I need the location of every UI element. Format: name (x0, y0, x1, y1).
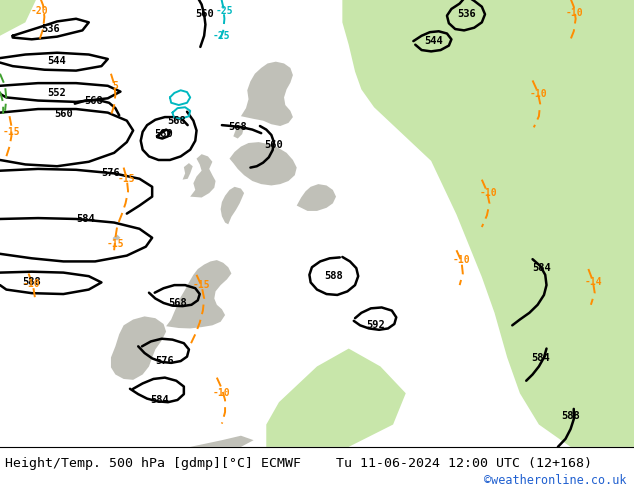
Text: 560: 560 (54, 109, 73, 120)
Text: -10: -10 (530, 89, 548, 99)
Polygon shape (342, 0, 634, 447)
Text: 576: 576 (155, 356, 174, 366)
Text: 588: 588 (325, 271, 344, 281)
Text: 544: 544 (424, 36, 443, 46)
Polygon shape (0, 436, 254, 447)
Polygon shape (221, 187, 244, 224)
Polygon shape (233, 124, 244, 139)
Text: 568: 568 (84, 96, 103, 106)
Text: -10: -10 (23, 279, 41, 289)
Text: Height/Temp. 500 hPa [gdmp][°C] ECMWF: Height/Temp. 500 hPa [gdmp][°C] ECMWF (5, 457, 301, 470)
Text: ©weatheronline.co.uk: ©weatheronline.co.uk (484, 473, 626, 487)
Text: 592: 592 (366, 320, 385, 330)
Text: -15: -15 (3, 127, 20, 137)
Text: 544: 544 (48, 56, 67, 66)
Text: 568: 568 (167, 116, 186, 125)
Text: 576: 576 (101, 169, 120, 178)
Text: 536: 536 (41, 24, 60, 34)
Text: -10: -10 (479, 188, 497, 198)
Text: -15: -15 (193, 280, 210, 290)
Text: 560: 560 (195, 9, 214, 19)
Text: 584: 584 (532, 263, 551, 273)
Polygon shape (297, 184, 336, 211)
Text: 588: 588 (22, 277, 41, 288)
Text: 536: 536 (457, 9, 476, 19)
Polygon shape (166, 260, 231, 328)
Text: 588: 588 (561, 412, 580, 421)
Text: 568: 568 (168, 298, 187, 308)
Text: -10: -10 (453, 255, 470, 265)
Text: 552: 552 (48, 88, 67, 98)
Text: -15: -15 (118, 174, 136, 184)
Polygon shape (113, 235, 120, 241)
Text: 580: 580 (154, 129, 173, 139)
Text: -10: -10 (213, 388, 231, 398)
Text: 568: 568 (228, 122, 247, 132)
Polygon shape (241, 62, 293, 126)
Polygon shape (0, 0, 38, 36)
Text: -14: -14 (585, 277, 602, 288)
Text: -25: -25 (216, 6, 233, 16)
Text: 5: 5 (112, 81, 119, 91)
Polygon shape (183, 163, 193, 180)
Text: Tu 11-06-2024 12:00 UTC (12+168): Tu 11-06-2024 12:00 UTC (12+168) (336, 457, 592, 470)
Text: 584: 584 (76, 214, 95, 224)
Polygon shape (230, 142, 297, 185)
Polygon shape (190, 154, 216, 197)
Polygon shape (266, 348, 406, 447)
Text: 584: 584 (531, 352, 550, 363)
Text: -10: -10 (566, 7, 583, 18)
Text: 560: 560 (264, 140, 283, 150)
Text: -15: -15 (107, 239, 124, 248)
Polygon shape (111, 317, 166, 380)
Text: -25: -25 (213, 31, 231, 41)
Text: -20: -20 (30, 6, 48, 16)
Text: 584: 584 (150, 395, 169, 405)
